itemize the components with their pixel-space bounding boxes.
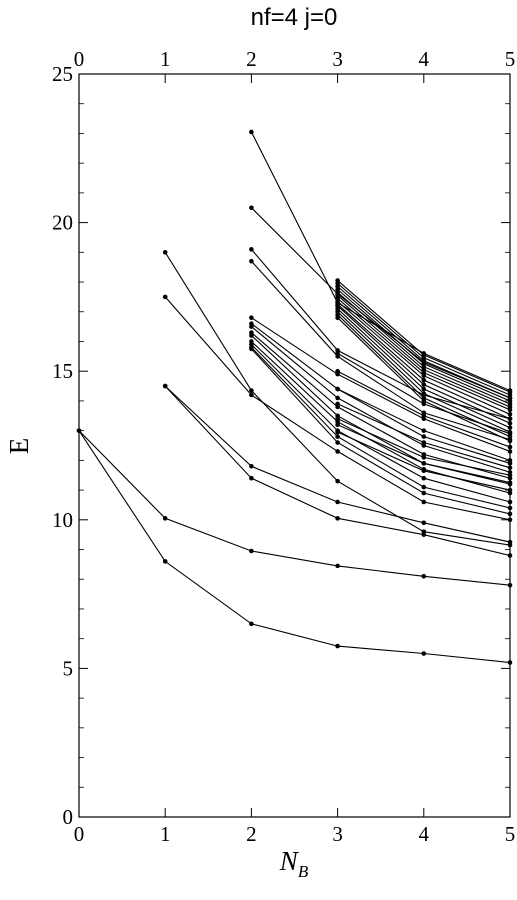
- series-39-point: [335, 422, 340, 427]
- series-31-point: [421, 391, 427, 396]
- y-tick-label: 15: [52, 359, 73, 383]
- series-36-point: [421, 428, 427, 433]
- series-30-point: [421, 386, 427, 392]
- series-5-point: [421, 499, 427, 505]
- series-9-point: [249, 247, 254, 252]
- series-34-point: [421, 401, 427, 407]
- series-12-point: [421, 434, 427, 439]
- series-6-point: [335, 478, 340, 484]
- series-5-point: [335, 449, 340, 454]
- series-line-12: [251, 323, 511, 464]
- series-2-point: [162, 516, 168, 521]
- series-line-11: [251, 317, 511, 452]
- y-tick-label: 0: [63, 805, 74, 829]
- y-tick-label: 10: [52, 508, 73, 532]
- series-10-point: [249, 258, 254, 264]
- series-37-point: [335, 401, 340, 407]
- series-2-point: [421, 573, 427, 579]
- series-35-point: [421, 413, 427, 419]
- series-28-point: [421, 377, 427, 383]
- x-tick-label-bottom: 4: [419, 822, 430, 846]
- series-19-point: [335, 440, 340, 445]
- series-39-point: [421, 461, 427, 466]
- series-18-point: [335, 434, 340, 439]
- y-tick-label: 20: [52, 211, 73, 235]
- series-line-18: [251, 347, 511, 509]
- series-4-point: [249, 475, 254, 481]
- series-line-9: [250, 248, 511, 420]
- series-2-point: [249, 548, 254, 554]
- series-line-16: [251, 341, 511, 494]
- series-13-point: [335, 395, 340, 401]
- series-line-10: [250, 260, 511, 441]
- series-6-point: [249, 388, 254, 393]
- x-tick-label-top: 3: [332, 47, 343, 71]
- series-37-point: [421, 440, 427, 445]
- series-19-point: [421, 490, 427, 496]
- series-line-2: [78, 430, 511, 586]
- series-5-point: [249, 392, 254, 398]
- x-tick-label-top: 2: [246, 47, 257, 71]
- series-38-point: [421, 455, 427, 460]
- series-3-point: [421, 520, 427, 526]
- series-6-point: [162, 250, 168, 255]
- plot-area-frame: [78, 73, 511, 818]
- series-line-13: [251, 326, 511, 473]
- series-4-point: [335, 516, 340, 521]
- series-11-point: [249, 315, 254, 321]
- series-5-point: [162, 294, 168, 300]
- series-line-15: [251, 335, 511, 485]
- x-tick-label-bottom: 0: [74, 822, 85, 846]
- series-line-1: [78, 430, 511, 664]
- x-tick-label-bottom: 5: [505, 822, 516, 846]
- series-13-point: [249, 324, 254, 329]
- series-line-7: [250, 131, 511, 392]
- y-tick-label: 5: [63, 656, 74, 680]
- x-axis-label-main: N: [279, 846, 300, 876]
- series-27-point: [421, 373, 427, 378]
- x-axis-label-subscript: B: [298, 862, 309, 881]
- x-tick-label-top: 1: [160, 47, 171, 71]
- x-axis-label: NB: [279, 846, 309, 881]
- series-19-point: [249, 346, 254, 352]
- series-15-point: [249, 333, 254, 338]
- series-4-point: [162, 383, 168, 389]
- series-line-17: [251, 344, 511, 503]
- x-tick-label-bottom: 2: [246, 822, 257, 846]
- series-line-8: [251, 207, 511, 399]
- series-17-point: [421, 475, 427, 481]
- series-1-point: [335, 643, 340, 649]
- x-tick-label-top: 4: [419, 47, 430, 71]
- series-33-point: [335, 315, 340, 321]
- series-36-point: [335, 386, 340, 392]
- series-1-point: [249, 621, 254, 627]
- series-40-point: [421, 468, 427, 474]
- series-34-point: [335, 351, 340, 356]
- series-line-19: [250, 348, 511, 515]
- y-tick-label: 25: [52, 62, 73, 86]
- series-35-point: [335, 368, 340, 374]
- x-tick-label-top: 5: [505, 47, 516, 71]
- series-points: [76, 129, 513, 665]
- series-8-point: [249, 205, 254, 211]
- series-3-point: [249, 464, 254, 469]
- series-40-point: [335, 429, 340, 435]
- series-6-point: [421, 529, 427, 534]
- series-1-point: [421, 651, 427, 656]
- series-1-point: [162, 559, 168, 564]
- series-2-point: [335, 563, 340, 569]
- series-18-point: [421, 484, 427, 490]
- x-tick-label-bottom: 1: [160, 822, 171, 846]
- x-tick-label-bottom: 3: [332, 822, 343, 846]
- chart-title: nf=4 j=0: [251, 4, 338, 31]
- series-lines: [78, 131, 511, 664]
- series-29-point: [421, 382, 427, 387]
- series-3-point: [335, 499, 340, 505]
- series-7-point: [249, 129, 254, 135]
- y-axis-label: E: [4, 438, 34, 455]
- x-tick-label-top: 0: [74, 47, 85, 71]
- series-38-point: [335, 416, 340, 422]
